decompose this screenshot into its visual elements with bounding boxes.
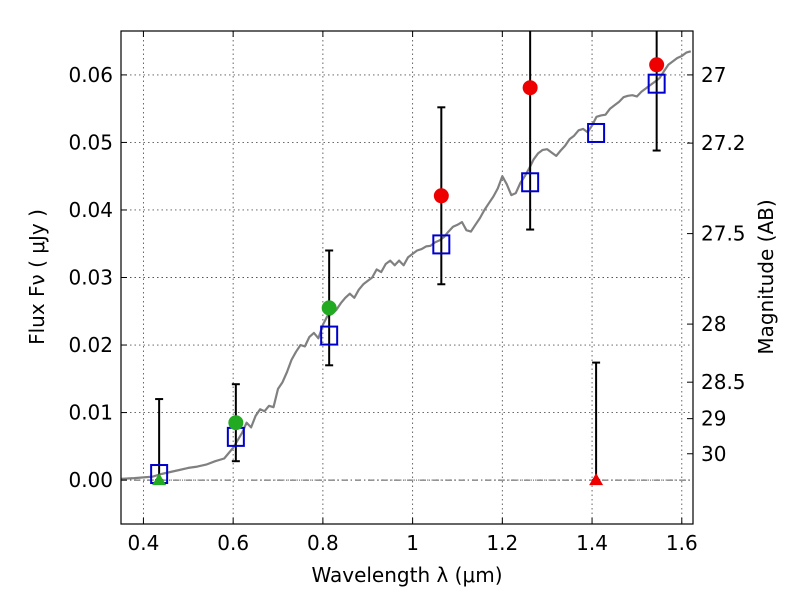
magnitude-tick-label: 27 [701,63,726,87]
y-tick-label: 0.05 [68,130,113,154]
model-photometry-marker [587,122,606,143]
y-tick-label: 0.04 [68,198,113,222]
y-tick-label: 0.06 [68,63,113,87]
ticks: 0.4 0.6 0.8 1 1.2 1.4 1.6 0.00 0.01 0.02 0.03 0.04 0… [68,31,746,555]
x-tick-label: 0.6 [217,531,249,555]
model-photometry-marker [320,325,339,346]
magnitude-tick-label: 29 [701,407,726,431]
x-tick-label: 1 [406,531,419,555]
non-detection-marker [589,473,604,486]
x-tick-label: 1.4 [576,531,608,555]
model-photometry-marker [432,234,451,255]
model-sed-line [121,50,692,480]
x-axis-label: Wavelength λ (μm) [311,563,502,587]
magnitude-tick-label: 27.2 [701,131,746,155]
grid [121,31,693,524]
model-photometry-marker [647,73,666,94]
y-tick-label: 0.01 [68,401,113,425]
detection-marker [649,57,665,73]
detection-marker [433,188,449,204]
x-tick-label: 1.6 [666,531,698,555]
y-tick-label: 0.00 [68,468,113,492]
magnitude-tick-label: 27.5 [701,222,746,246]
magnitude-tick-label: 28.5 [701,370,746,394]
magnitude-tick-label: 28 [701,312,726,336]
model-photometry-marker [521,172,540,193]
data-layer [121,50,692,480]
non-detection-marker [152,473,167,486]
magnitude-tick-label: 30 [701,442,726,466]
y-axis-label: Flux Fν ( μJy ) [25,209,49,345]
markers [150,57,666,486]
y-tick-label: 0.02 [68,333,113,357]
x-tick-label: 0.4 [128,531,160,555]
detection-marker [228,415,244,431]
y-axis-right-label: Magnitude (AB) [754,199,778,354]
detection-marker [522,80,538,96]
x-tick-label: 1.2 [486,531,518,555]
y-tick-label: 0.03 [68,266,113,290]
x-tick-label: 0.8 [307,531,339,555]
detection-marker [321,300,337,316]
